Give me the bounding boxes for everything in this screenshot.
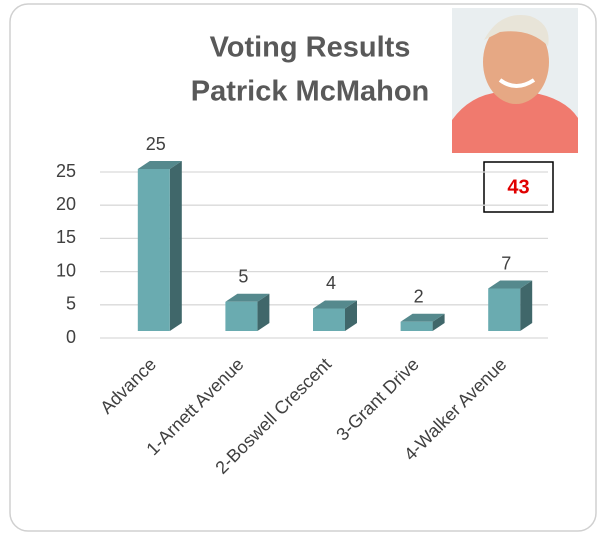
y-tick-label: 25 [56,161,76,181]
y-tick-label: 5 [66,294,76,314]
chart-title: Voting Results [210,32,411,64]
y-tick-label: 0 [66,327,76,347]
bar-front [225,302,257,331]
bar [488,281,532,331]
value-label: 5 [238,267,248,287]
bar [313,300,357,331]
y-tick-label: 15 [56,227,76,247]
value-label: 25 [146,134,166,154]
bar [225,294,269,331]
total-label: 43 [507,176,529,198]
bar-front [488,289,520,331]
value-label: 4 [326,273,336,293]
value-label: 2 [414,286,424,306]
photo [452,8,578,153]
bar-front [401,322,433,331]
chart: Voting Results Patrick McMahon 43 0 5 10 15… [0,0,605,536]
y-tick-label: 10 [56,260,76,280]
bar-side [520,281,532,331]
value-label: 7 [501,253,511,273]
chart-title: Patrick McMahon [191,76,430,108]
bar [138,161,182,331]
bar-front [313,308,345,331]
y-tick-label: 20 [56,194,76,214]
bar-side [170,161,182,331]
bar-front [138,169,170,331]
